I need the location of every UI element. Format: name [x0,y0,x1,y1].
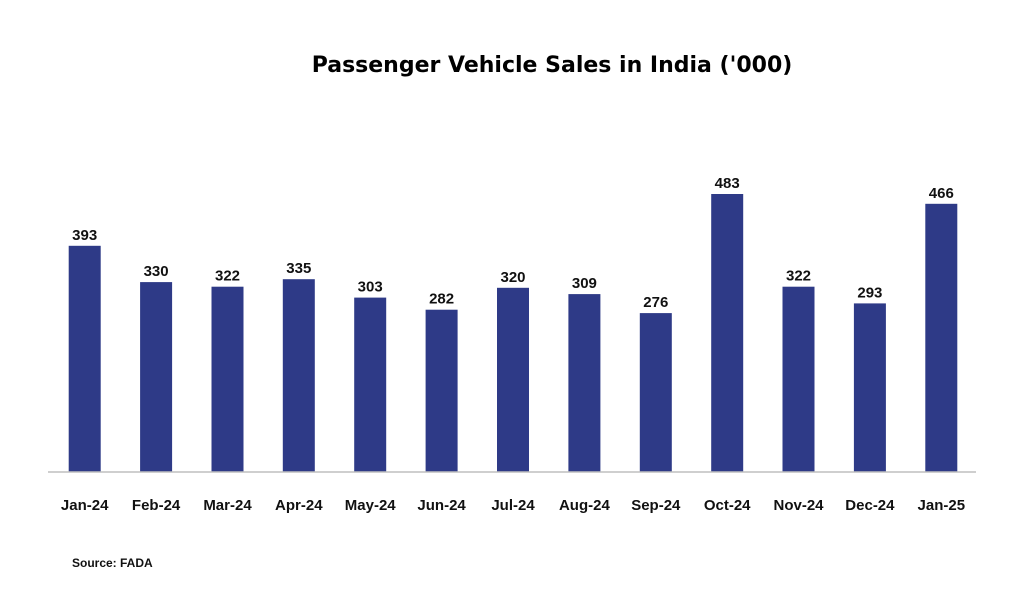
value-label-may-24: 303 [358,279,383,296]
bar-nov-24 [782,286,815,472]
value-label-aug-24: 309 [572,275,597,292]
value-label-nov-24: 322 [786,268,811,285]
value-label-oct-24: 483 [715,175,740,192]
x-tick-label-nov-24: Nov-24 [773,497,824,514]
value-label-dec-24: 293 [857,284,882,301]
x-tick-label-jan-24: Jan-24 [61,497,109,514]
x-tick-labels-group: Jan-24 Feb-24 Mar-24 Apr-24 May-24 Jun-24 Jul-… [61,497,965,514]
x-tick-label-apr-24: Apr-24 [275,497,323,514]
x-tick-label-jul-24: Jul-24 [491,497,535,514]
bars-group [68,194,958,473]
value-label-jan-25: 466 [929,185,954,202]
bar-apr-24 [282,279,315,472]
x-tick-label-aug-24: Aug-24 [559,497,610,514]
x-tick-label-mar-24: Mar-24 [203,497,252,514]
value-label-apr-24: 335 [286,260,311,277]
value-label-mar-24: 322 [215,268,240,285]
x-tick-label-sep-24: Sep-24 [631,497,681,514]
value-labels-group: 393 330 322 335 303 282 320 309 276 483 322 293 466 [72,175,954,311]
value-label-jun-24: 282 [429,291,454,308]
bar-aug-24 [568,294,601,472]
x-tick-label-oct-24: Oct-24 [704,497,751,514]
x-tick-label-jan-25: Jan-25 [918,497,966,514]
source-note: Source: FADA [72,556,153,570]
x-tick-label-feb-24: Feb-24 [132,497,181,514]
x-tick-label-dec-24: Dec-24 [845,497,895,514]
bar-jun-24 [425,309,458,472]
bar-jan-24 [68,245,101,472]
bar-mar-24 [211,286,244,472]
x-tick-label-may-24: May-24 [345,497,397,514]
bar-feb-24 [140,282,173,472]
bar-may-24 [354,297,387,472]
bar-dec-24 [853,303,886,472]
x-tick-label-jun-24: Jun-24 [417,497,466,514]
bar-jul-24 [497,287,529,472]
value-label-jul-24: 320 [500,269,525,286]
value-label-feb-24: 330 [144,263,169,280]
value-label-jan-24: 393 [72,227,97,244]
chart-title: Passenger Vehicle Sales in India ('000) [312,53,793,78]
value-label-sep-24: 276 [643,294,668,311]
bar-oct-24 [711,194,744,472]
bar-sep-24 [639,313,672,472]
bar-jan-25 [925,203,958,473]
